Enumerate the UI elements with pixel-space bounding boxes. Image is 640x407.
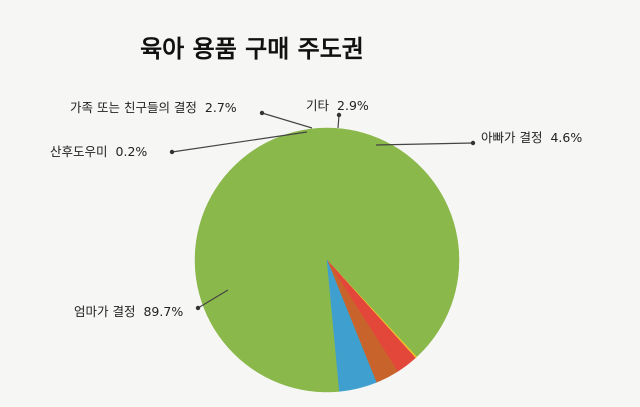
slice-value: 4.6% — [550, 130, 582, 145]
leader-dot — [169, 149, 175, 155]
leader-dot — [195, 305, 201, 311]
slice-category: 기타 — [306, 98, 330, 113]
slice-value: 2.7% — [205, 100, 237, 115]
slice-value: 2.9% — [337, 98, 369, 113]
leader-dot — [336, 112, 342, 118]
slice-label: 엄마가 결정 89.7% — [74, 304, 183, 319]
pie-slices — [194, 127, 460, 393]
leader-line — [171, 131, 308, 153]
slice-category: 산후도우미 — [50, 144, 108, 159]
slice-value: 89.7% — [143, 304, 183, 319]
slice-label: 기타 2.9% — [306, 98, 369, 113]
leader-dot — [259, 110, 265, 116]
leader-line — [197, 289, 229, 309]
leader-line — [261, 112, 313, 129]
slice-label: 산후도우미 0.2% — [50, 144, 147, 159]
leader-dot — [470, 140, 476, 146]
slice-category: 아빠가 결정 — [481, 130, 542, 145]
pie-labels: 엄마가 결정 89.7% 산후도우미 0.2% 가족 또는 친구들의 결정 2.7% 기타 2… — [50, 98, 582, 319]
slice-category: 엄마가 결정 — [74, 304, 135, 319]
slice-category: 가족 또는 친구들의 결정 — [70, 100, 197, 115]
slice-label: 가족 또는 친구들의 결정 2.7% — [70, 100, 237, 115]
leader-line — [375, 142, 474, 146]
slice-label: 아빠가 결정 4.6% — [481, 130, 582, 145]
slice-value: 0.2% — [116, 144, 148, 159]
chart-title: 육아 용품 구매 주도권 — [140, 35, 364, 63]
pie-slice — [326, 259, 377, 392]
